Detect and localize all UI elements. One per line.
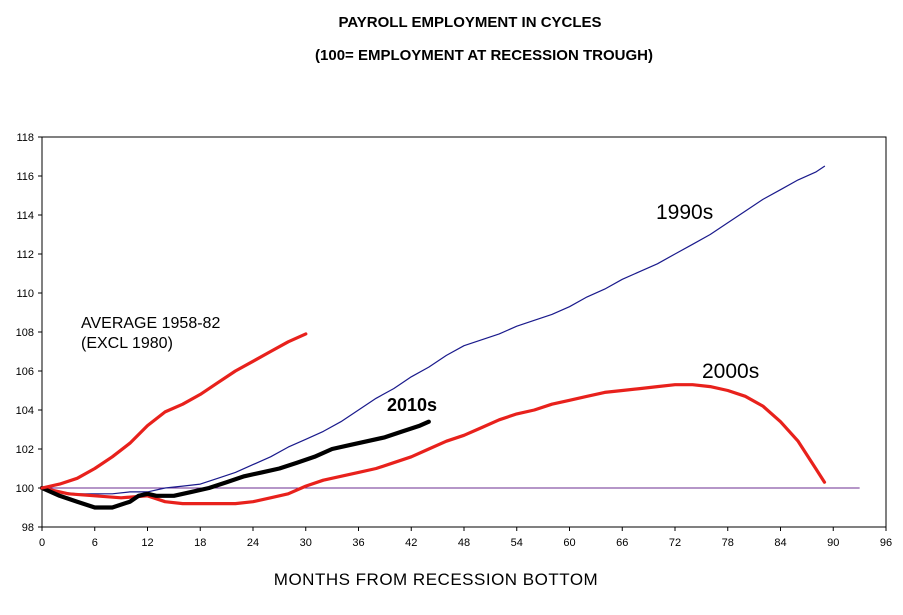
plot-area [41,136,887,528]
x-tick-label: 36 [352,537,364,549]
series-line-2000s [40,383,827,506]
annotation-1990s: 1990s [656,201,713,224]
series-line-average-1958-82 [40,332,308,490]
y-tick-label: 104 [16,405,34,417]
y-tick-label: 114 [16,210,34,222]
y-tick-label: 100 [16,483,34,495]
series-layer [39,165,827,510]
x-tick-label: 42 [405,537,417,549]
y-tick-label: 98 [22,522,34,534]
annotation-average-line1: AVERAGE 1958-82 [81,315,220,332]
series-line-1990s [41,165,826,495]
x-tick-label: 72 [669,537,681,549]
chart-subtitle: (100= EMPLOYMENT AT RECESSION TROUGH) [315,47,653,64]
x-tick-label: 66 [616,537,628,549]
x-axis: 0 6 12 18 24 30 36 42 48 54 60 66 72 78 84 90 96 [39,527,892,549]
x-tick-label: 48 [458,537,470,549]
y-tick-label: 118 [16,132,34,144]
x-tick-label: 78 [722,537,734,549]
y-tick-label: 112 [16,249,34,261]
annotation-average-line2: (EXCL 1980) [81,335,173,352]
x-axis-label: MONTHS FROM RECESSION BOTTOM [274,570,598,589]
x-tick-label: 60 [563,537,575,549]
series-line-2010s [39,419,431,510]
annotation-2000s: 2000s [702,360,759,383]
x-tick-label: 84 [774,537,786,549]
x-tick-label: 12 [141,537,153,549]
x-tick-label: 54 [511,537,523,549]
x-tick-label: 0 [39,537,45,549]
x-tick-label: 18 [194,537,206,549]
y-tick-label: 108 [16,327,34,339]
y-tick-label: 116 [16,171,34,183]
x-tick-label: 96 [880,537,892,549]
x-tick-label: 30 [300,537,312,549]
x-tick-label: 6 [92,537,98,549]
x-tick-label: 90 [827,537,839,549]
y-tick-label: 110 [16,288,34,300]
y-tick-label: 106 [16,366,34,378]
y-axis: 98 100 102 104 106 108 110 112 114 116 118 [16,132,42,534]
x-tick-label: 24 [247,537,259,549]
chart-title: PAYROLL EMPLOYMENT IN CYCLES [338,14,601,31]
annotation-2010s: 2010s [387,395,437,415]
y-tick-label: 102 [16,444,34,456]
